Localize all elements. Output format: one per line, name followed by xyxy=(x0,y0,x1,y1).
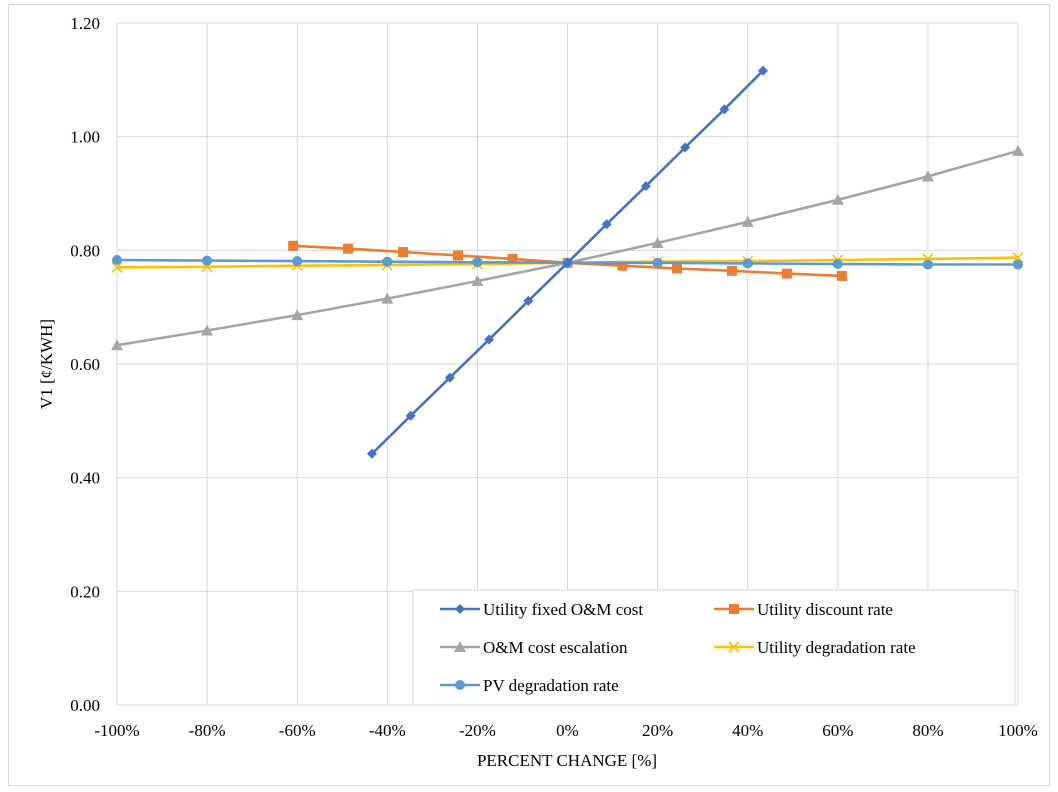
legend-label: Utility discount rate xyxy=(757,600,893,619)
legend-entry: Utility degradation rate xyxy=(714,638,916,657)
data-point xyxy=(671,263,682,274)
data-point xyxy=(680,142,691,153)
x-tick-label: 0% xyxy=(556,721,579,740)
data-point xyxy=(719,104,730,115)
chart-frame xyxy=(8,4,1050,786)
y-tick-label: 1.20 xyxy=(70,14,100,33)
x-tick-label: -20% xyxy=(459,721,496,740)
data-point xyxy=(484,334,495,345)
data-point xyxy=(382,256,393,267)
data-point xyxy=(472,257,483,268)
legend-swatch-marker xyxy=(728,641,740,653)
x-tick-label: 100% xyxy=(998,721,1038,740)
legend-swatch-marker xyxy=(455,604,465,614)
data-point xyxy=(562,257,573,268)
data-point xyxy=(617,260,628,271)
data-point xyxy=(640,181,651,192)
data-point xyxy=(831,193,844,205)
data-point xyxy=(651,236,664,248)
data-point xyxy=(758,65,769,76)
y-tick-label: 0.20 xyxy=(70,582,100,601)
data-point xyxy=(523,295,534,306)
data-point xyxy=(921,170,934,182)
legend-entry: Utility fixed O&M cost xyxy=(440,600,643,619)
legend-swatch-marker xyxy=(729,604,739,614)
legend-label: O&M cost escalation xyxy=(483,638,628,657)
y-tick-label: 0.00 xyxy=(70,696,100,715)
x-tick-label: -60% xyxy=(279,721,316,740)
data-point xyxy=(398,247,409,258)
data-point xyxy=(444,372,455,383)
x-tick-label: -80% xyxy=(189,721,226,740)
data-point xyxy=(1012,144,1024,156)
legend-swatch-marker xyxy=(454,641,466,652)
data-point xyxy=(741,215,754,227)
data-point xyxy=(343,243,354,254)
data-point xyxy=(836,270,847,281)
legend-entry: O&M cost escalation xyxy=(440,638,628,657)
x-tick-labels: -100% -80% -60% -40% -20% 0% 20% 40% 60% 80% 100% xyxy=(94,721,1038,740)
data-point xyxy=(601,219,612,230)
legend: Utility fixed O&M cost Utility discount r… xyxy=(412,589,1016,706)
data-point xyxy=(652,257,663,268)
y-tick-label: 1.00 xyxy=(70,128,100,147)
data-point xyxy=(111,261,123,273)
x-tick-label: 20% xyxy=(642,721,673,740)
data-point xyxy=(201,324,214,336)
data-point xyxy=(471,275,484,287)
data-point xyxy=(832,258,843,269)
legend-entry: PV degradation rate xyxy=(440,676,619,695)
data-point xyxy=(742,258,753,269)
x-tick-label: -40% xyxy=(369,721,406,740)
data-point xyxy=(922,259,933,270)
legend-label: Utility fixed O&M cost xyxy=(483,600,643,619)
series-0 xyxy=(366,65,769,459)
x-tick-label: 60% xyxy=(822,721,853,740)
y-tick-label: 0.40 xyxy=(70,469,100,488)
series-group xyxy=(111,65,1024,459)
x-tick-label: -100% xyxy=(94,721,139,740)
data-point xyxy=(291,309,304,321)
data-point xyxy=(726,265,737,276)
data-point xyxy=(366,448,377,459)
y-tick-label: 0.80 xyxy=(70,241,100,260)
x-tick-label: 40% xyxy=(732,721,763,740)
y-tick-label: 0.60 xyxy=(70,355,100,374)
legend-entry: Utility discount rate xyxy=(714,600,893,619)
data-point xyxy=(202,255,213,266)
legend-label: Utility degradation rate xyxy=(757,638,916,657)
data-point xyxy=(453,250,464,261)
legend-label: PV degradation rate xyxy=(483,676,619,695)
legend-swatch-marker xyxy=(455,680,465,690)
y-tick-labels: 0.00 0.20 0.40 0.60 0.80 1.00 1.20 xyxy=(70,14,100,715)
data-point xyxy=(292,256,303,267)
data-point xyxy=(288,240,299,251)
data-point xyxy=(1013,259,1023,270)
data-point xyxy=(405,410,416,421)
x-axis-label: PERCENT CHANGE [%] xyxy=(477,751,657,770)
data-point xyxy=(111,339,123,351)
data-point xyxy=(381,292,394,304)
data-point xyxy=(112,254,122,265)
data-point xyxy=(507,253,518,264)
x-tick-label: 80% xyxy=(912,721,943,740)
y-axis-label: V1 [¢/KWH] xyxy=(37,319,56,409)
data-point xyxy=(781,268,792,279)
